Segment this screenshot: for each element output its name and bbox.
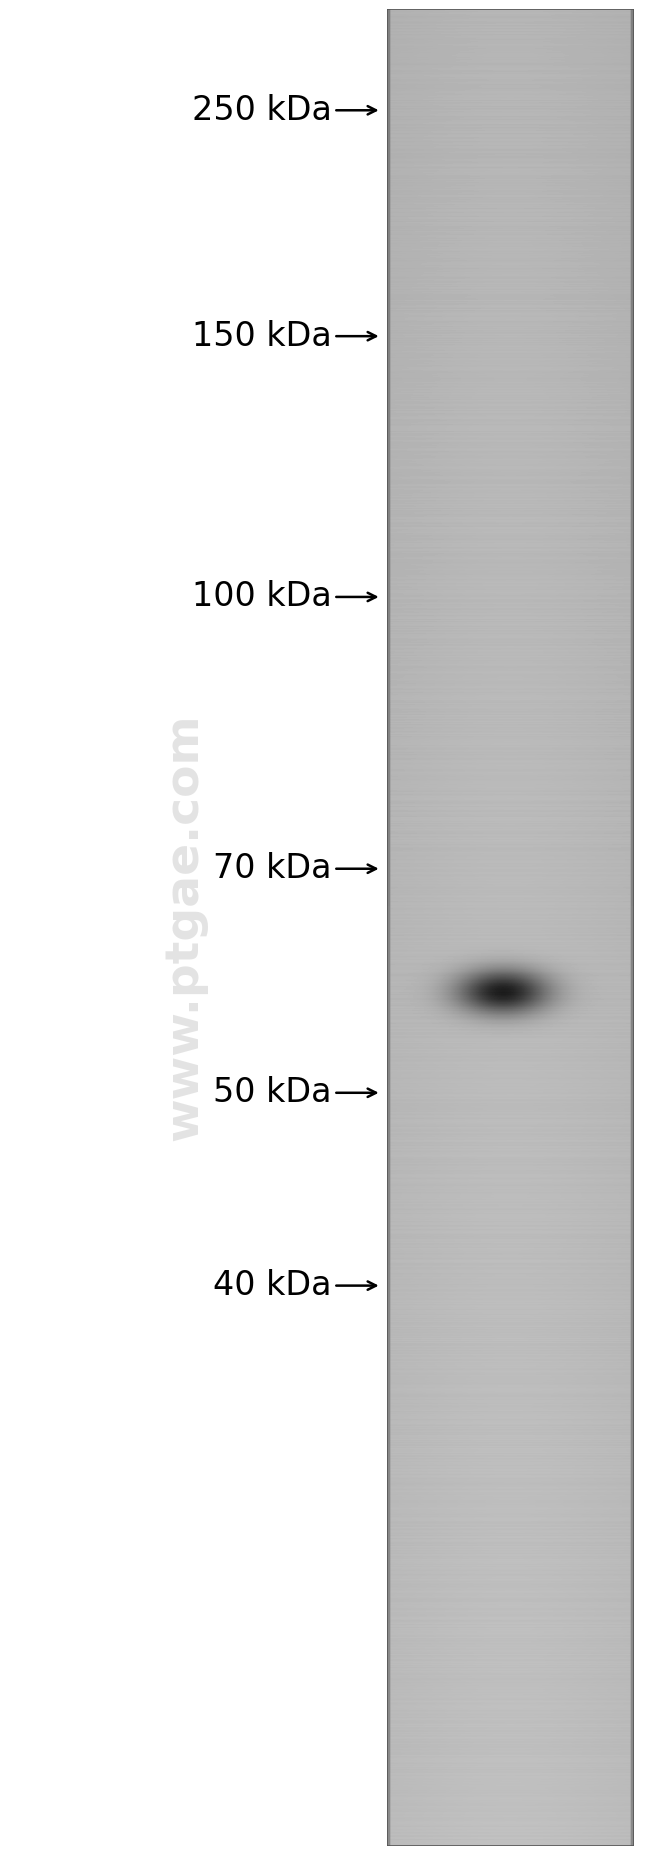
Text: 70 kDa: 70 kDa xyxy=(213,851,332,885)
Text: www.ptgae.com: www.ptgae.com xyxy=(162,714,208,1141)
Text: 100 kDa: 100 kDa xyxy=(192,581,332,614)
Text: 150 kDa: 150 kDa xyxy=(192,319,332,352)
Text: 50 kDa: 50 kDa xyxy=(213,1076,332,1109)
Text: 250 kDa: 250 kDa xyxy=(192,95,332,126)
Text: 40 kDa: 40 kDa xyxy=(213,1269,332,1302)
